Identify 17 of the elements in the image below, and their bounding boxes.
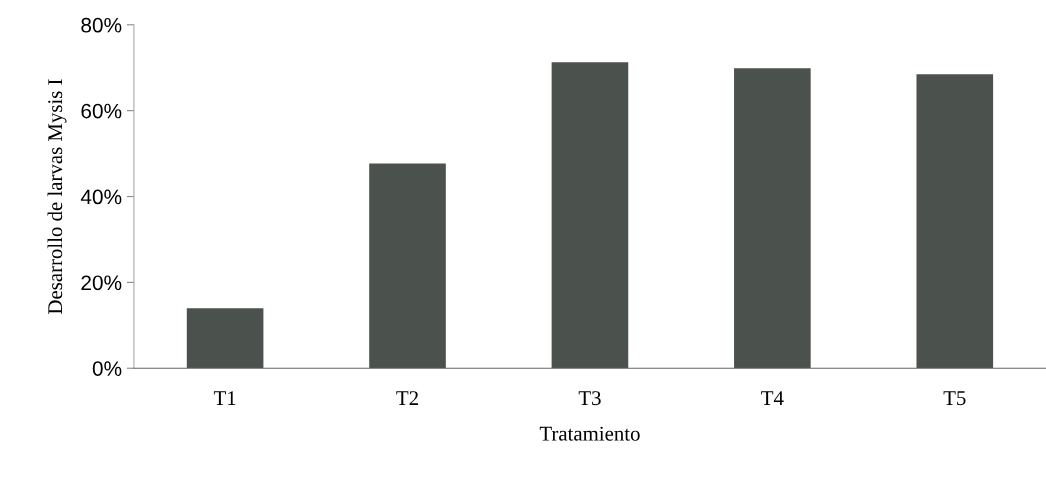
x-axis-title: Tratamiento [539, 426, 640, 441]
bar [734, 68, 811, 369]
y-tick-label: 60% [81, 103, 122, 119]
bar [551, 62, 629, 369]
bar [369, 163, 446, 369]
bar [186, 308, 264, 369]
x-tick-label: T1 [213, 391, 236, 405]
x-tick-label: T4 [761, 391, 784, 405]
y-tick-label: 40% [80, 189, 122, 205]
bar [916, 74, 994, 369]
y-tick-label: 80% [81, 17, 122, 33]
x-tick-label: T5 [943, 391, 966, 406]
y-axis-title: Desarrollo de larvas Mysis I [47, 79, 67, 314]
y-tick-label: 20% [81, 275, 122, 291]
y-tick-label: 0% [92, 361, 122, 376]
x-tick-label: T2 [396, 391, 418, 405]
x-tick-label: T3 [578, 391, 601, 406]
